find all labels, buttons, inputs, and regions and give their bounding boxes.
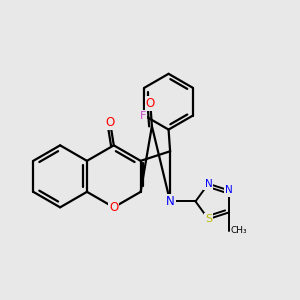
Text: O: O xyxy=(106,116,115,129)
Text: O: O xyxy=(146,98,155,110)
Text: S: S xyxy=(205,214,212,224)
Text: O: O xyxy=(109,201,119,214)
Text: CH₃: CH₃ xyxy=(230,226,247,236)
Text: N: N xyxy=(205,179,212,189)
Text: F: F xyxy=(140,111,146,121)
Text: N: N xyxy=(225,185,233,196)
Text: N: N xyxy=(166,195,175,208)
